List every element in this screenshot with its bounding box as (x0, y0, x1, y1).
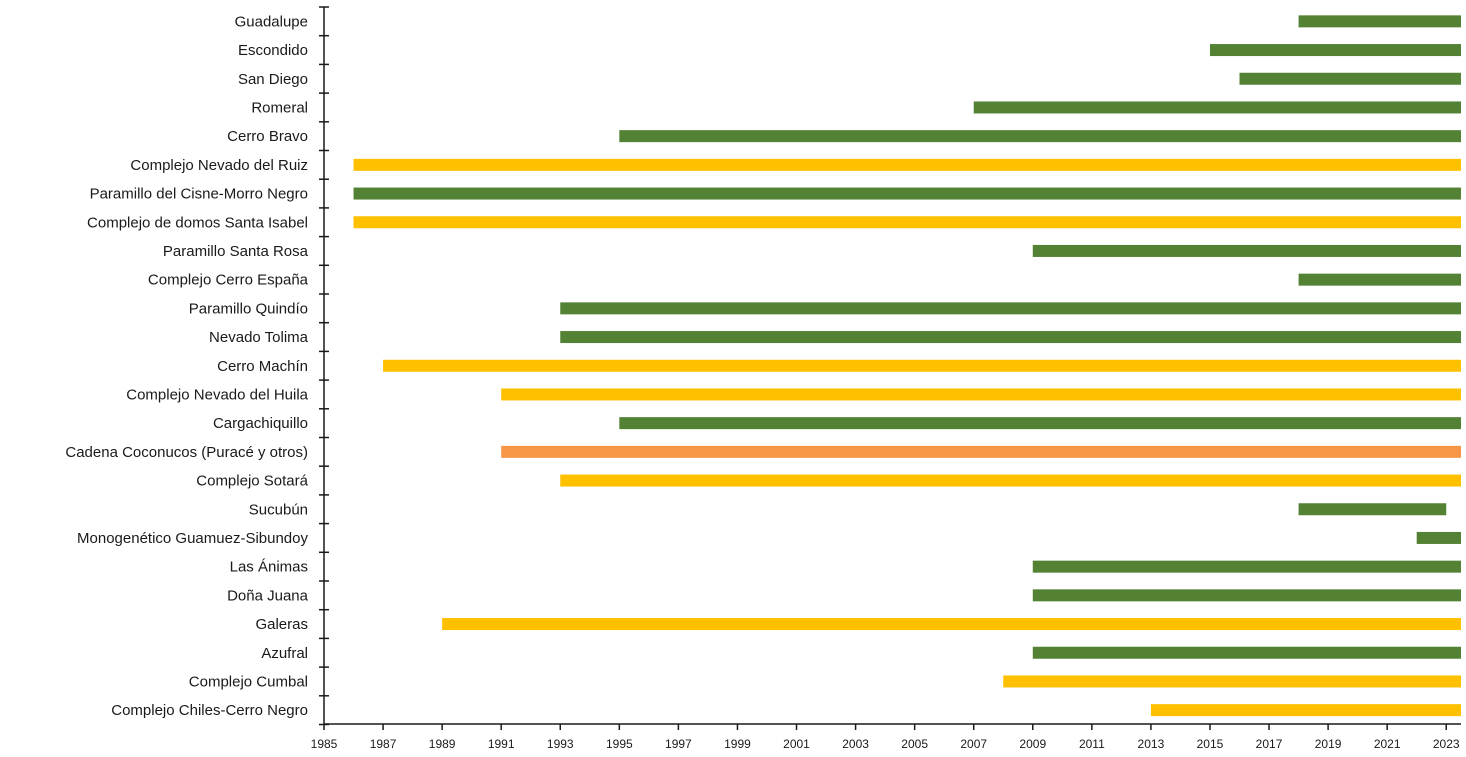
category-label: Complejo Nevado del Huila (126, 386, 308, 403)
bars (353, 15, 1461, 717)
x-tick-label: 2019 (1315, 737, 1342, 751)
bar-paramillo-del-cisne-morro-negro (353, 187, 1461, 200)
x-tick-label: 1991 (488, 737, 515, 751)
x-tick-label: 2009 (1019, 737, 1046, 751)
x-tick-label: 2021 (1374, 737, 1401, 751)
category-label: Cerro Machín (217, 358, 308, 375)
bar-complejo-chiles-cerro-negro (1150, 704, 1461, 717)
category-label: Complejo Sotará (196, 473, 308, 490)
x-tick-label: 2015 (1197, 737, 1224, 751)
category-label: Complejo de domos Santa Isabel (87, 214, 308, 231)
x-tick-label: 2003 (842, 737, 869, 751)
category-label: Paramillo Santa Rosa (163, 243, 309, 260)
x-tick-label: 1985 (311, 737, 338, 751)
category-label: Cerro Bravo (227, 128, 308, 145)
category-label: Complejo Cumbal (189, 673, 308, 690)
category-label: Escondido (238, 42, 308, 59)
category-label: San Diego (238, 71, 308, 88)
x-tick-label: 1993 (547, 737, 574, 751)
bar-nevado-tolima (560, 331, 1461, 344)
bar-cargachiquillo (619, 417, 1461, 430)
bar-cerro-bravo (619, 130, 1461, 143)
bar-complejo-nevado-del-huila (501, 388, 1461, 401)
bar-escondido (1209, 44, 1461, 57)
bar-guadalupe (1298, 15, 1461, 28)
axes (319, 6, 1461, 730)
category-label: Romeral (251, 99, 308, 116)
category-label: Las Ánimas (230, 559, 308, 576)
category-labels: Guadalupe Escondido San Diego Romeral Cerro … (65, 13, 308, 719)
bar-azufral (1032, 646, 1461, 659)
x-tick-label: 2001 (783, 737, 810, 751)
bar-cerro-mach-n (383, 359, 1461, 372)
x-tick-label: 2017 (1256, 737, 1283, 751)
bar-complejo-cumbal (1003, 675, 1461, 688)
bar-paramillo-santa-rosa (1032, 244, 1461, 257)
bar-complejo-de-domos-santa-isabel (353, 216, 1461, 229)
bar-san-diego (1239, 72, 1461, 85)
x-tick-label: 2005 (901, 737, 928, 751)
category-label: Paramillo Quindío (189, 300, 308, 317)
category-label: Galeras (255, 616, 308, 633)
x-tick-label: 2007 (960, 737, 987, 751)
bar-galeras (442, 618, 1461, 631)
category-label: Cadena Coconucos (Puracé y otros) (65, 444, 308, 461)
category-label: Monogenético Guamuez-Sibundoy (77, 530, 308, 547)
category-label: Doña Juana (227, 587, 309, 604)
category-label: Azufral (261, 645, 308, 662)
x-tick-label: 1997 (665, 737, 692, 751)
x-tick-label: 2013 (1138, 737, 1165, 751)
bar-do-a-juana (1032, 589, 1461, 602)
bar-complejo-cerro-espa-a (1298, 273, 1461, 286)
bar-sucub-n (1298, 503, 1447, 516)
bar-monogen-tico-guamuez-sibundoy (1416, 531, 1461, 544)
x-tick-label: 1987 (370, 737, 397, 751)
x-axis-tick-labels: 1985 1987 1989 1991 1993 1995 1997 1999 2001 2003… (311, 737, 1460, 751)
bar-paramillo-quind-o (560, 302, 1461, 315)
bar-romeral (973, 101, 1461, 114)
category-label: Paramillo del Cisne-Morro Negro (90, 186, 308, 203)
x-tick-label: 2023 (1433, 737, 1460, 751)
x-tick-label: 1989 (429, 737, 456, 751)
category-label: Complejo Chiles-Cerro Negro (111, 702, 308, 719)
category-label: Cargachiquillo (213, 415, 308, 432)
bar-las-nimas (1032, 560, 1461, 573)
category-label: Nevado Tolima (209, 329, 309, 346)
bar-complejo-sotar (560, 474, 1461, 487)
x-tick-label: 1999 (724, 737, 751, 751)
category-label: Guadalupe (235, 13, 308, 30)
category-label: Complejo Cerro España (148, 272, 309, 289)
bar-cadena-coconucos-purac-y-otros (501, 445, 1461, 458)
category-label: Complejo Nevado del Ruiz (130, 157, 308, 174)
x-tick-label: 1995 (606, 737, 633, 751)
bar-complejo-nevado-del-ruiz (353, 158, 1461, 171)
x-tick-label: 2011 (1079, 737, 1105, 751)
category-label: Sucubún (249, 501, 308, 518)
